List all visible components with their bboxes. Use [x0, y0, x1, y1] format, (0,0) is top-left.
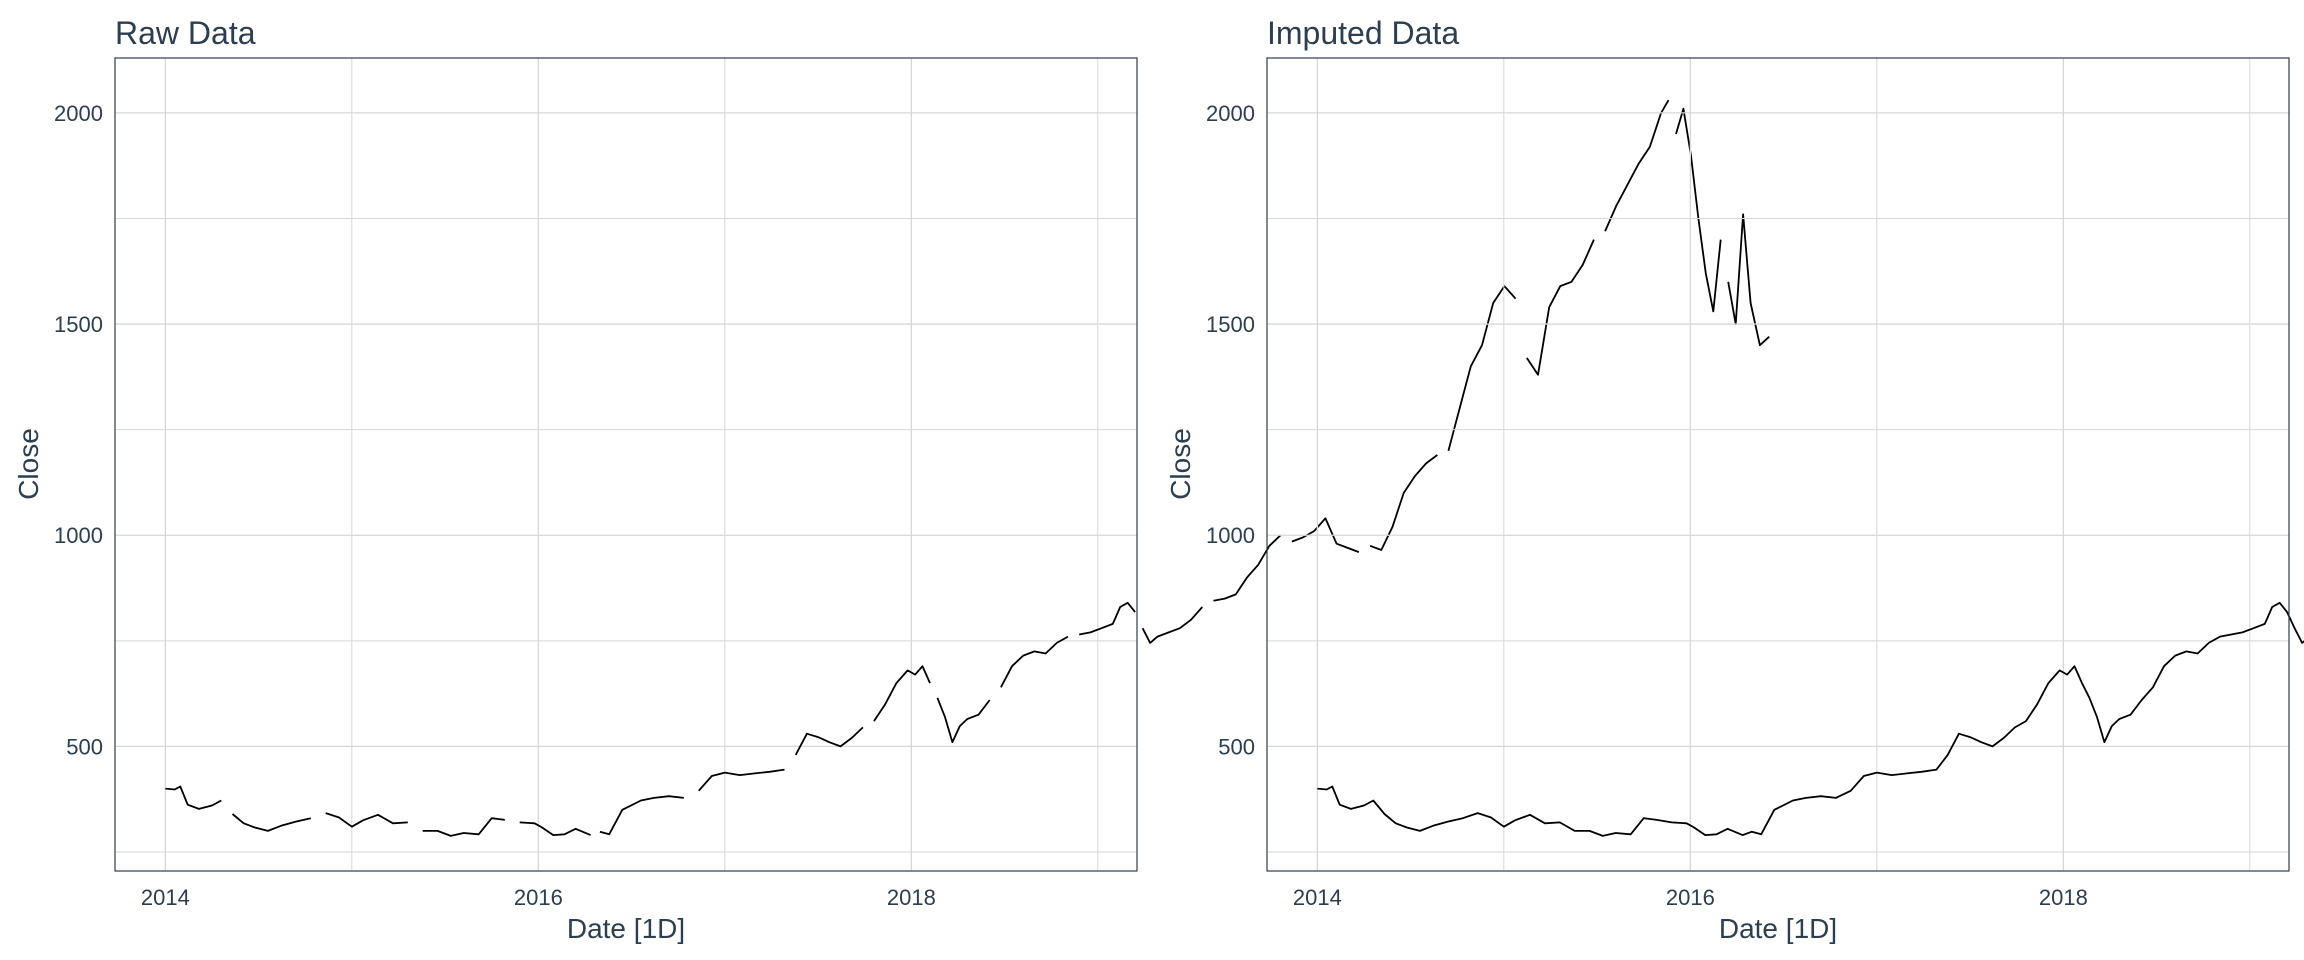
- imputed-data-x-tick-label: 2016: [1666, 885, 1715, 910]
- raw-data-y-tick-label: 1500: [54, 312, 103, 337]
- imputed-data-y-tick-label: 2000: [1206, 101, 1255, 126]
- raw-data-x-tick-label: 2016: [514, 885, 563, 910]
- imputed-data-ticks: 2014 2016 2018 500 1000 1500 2000: [1206, 101, 2088, 910]
- imputed-data-close-line: [1317, 601, 2304, 837]
- raw-data-close-line: [165, 99, 1770, 837]
- imputed-data-x-tick-label: 2018: [2039, 885, 2088, 910]
- raw-data-y-axis-label: Close: [13, 428, 44, 500]
- imputed-data-panel: Imputed Data 2014 2016 2018 500 1000 1500 2000…: [1165, 15, 2304, 944]
- raw-data-grid: [115, 58, 1137, 871]
- imputed-data-series: [1317, 601, 2304, 837]
- imputed-data-x-tick-label: 2014: [1293, 885, 1342, 910]
- raw-data-ticks: 2014 2016 2018 500 1000 1500 2000: [54, 101, 936, 910]
- raw-data-y-tick-label: 1000: [54, 523, 103, 548]
- raw-data-y-tick-label: 2000: [54, 101, 103, 126]
- raw-data-panel: Raw Data 2014 2016 2018 500 1000 1500 2000 Dat…: [13, 15, 1770, 944]
- raw-data-series: [165, 99, 1770, 837]
- raw-data-x-tick-label: 2018: [887, 885, 936, 910]
- imputed-data-plot-border: [1266, 57, 2290, 872]
- raw-data-y-tick-label: 500: [66, 734, 103, 759]
- raw-data-title: Raw Data: [115, 15, 256, 51]
- imputed-data-y-tick-label: 1500: [1206, 312, 1255, 337]
- imputed-data-title: Imputed Data: [1267, 15, 1459, 51]
- raw-data-plot-border: [114, 57, 1138, 872]
- raw-data-x-axis-label: Date [1D]: [567, 913, 685, 944]
- imputed-data-y-tick-label: 1000: [1206, 523, 1255, 548]
- imputed-data-x-axis-label: Date [1D]: [1719, 913, 1837, 944]
- raw-data-x-tick-label: 2014: [141, 885, 190, 910]
- imputed-data-y-tick-label: 500: [1218, 734, 1255, 759]
- imputed-data-y-axis-label: Close: [1165, 428, 1196, 500]
- imputed-data-grid: [1267, 58, 2289, 871]
